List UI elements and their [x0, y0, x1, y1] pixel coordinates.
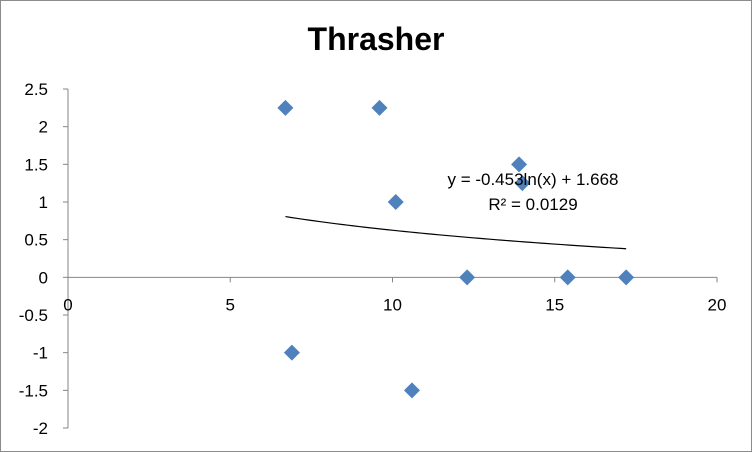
- y-tick-label: 1: [39, 193, 48, 212]
- x-tick-label: 20: [708, 295, 727, 314]
- x-tick-label: 10: [383, 295, 402, 314]
- y-tick-label: 0.5: [24, 231, 48, 250]
- y-tick-label: 2.5: [24, 80, 48, 99]
- x-tick-label: 0: [63, 295, 72, 314]
- data-point: [387, 194, 404, 210]
- data-point: [514, 175, 531, 192]
- y-tick-label: 0: [39, 268, 48, 287]
- trendline-equation: y = -0.453ln(x) + 1.668: [447, 170, 618, 189]
- data-point: [559, 269, 576, 286]
- y-tick-label: -1: [33, 344, 48, 363]
- x-tick-label: 5: [226, 295, 235, 314]
- data-point: [283, 344, 300, 361]
- data-point: [371, 99, 388, 116]
- y-tick-label: -0.5: [19, 306, 48, 325]
- chart-title: Thrasher: [307, 21, 445, 57]
- x-tick-label: 15: [545, 295, 564, 314]
- data-point: [403, 382, 420, 399]
- y-tick-label: 1.5: [24, 155, 48, 174]
- data-point: [459, 269, 476, 286]
- data-point: [277, 99, 294, 116]
- y-tick-label: -2: [33, 419, 48, 438]
- trendline-r-squared: R² = 0.0129: [488, 195, 577, 214]
- y-tick-label: 2: [39, 118, 48, 137]
- data-point: [511, 156, 528, 173]
- trendline: [285, 215, 627, 250]
- data-point: [618, 269, 635, 286]
- y-tick-label: -1.5: [19, 381, 48, 400]
